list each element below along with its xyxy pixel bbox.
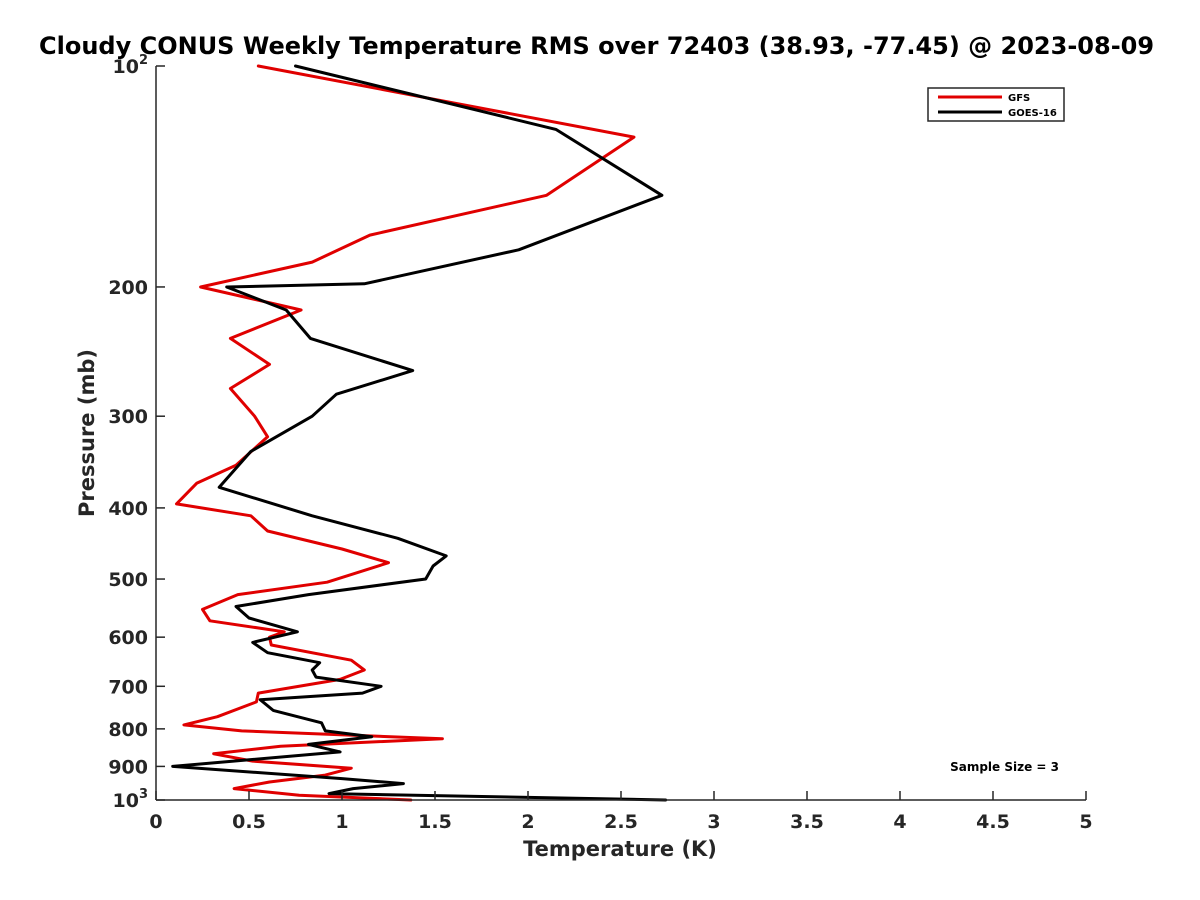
legend: GFS GOES-16	[927, 87, 1065, 122]
x-tick-label: 3	[707, 811, 720, 833]
x-tick-label: 4.5	[976, 811, 1010, 833]
x-tick-label: 0	[149, 811, 162, 833]
sample-size-annotation: Sample Size = 3	[950, 760, 1059, 774]
y-tick-label: 600	[108, 627, 148, 649]
x-axis-label: Temperature (K)	[523, 837, 717, 861]
y-tick-label: 300	[108, 406, 148, 428]
y-tick-label: 103	[113, 787, 149, 812]
x-tick-label: 0.5	[232, 811, 266, 833]
x-axis-ticks: 0 0.5 1 1.5 2 2.5 3 3.5 4 4.5 5	[149, 791, 1093, 833]
x-tick-label: 5	[1079, 811, 1092, 833]
y-tick-label: 700	[108, 676, 148, 698]
axes	[155, 66, 1086, 801]
series-line-gfs	[175, 64, 636, 802]
x-tick-label: 1.5	[418, 811, 452, 833]
y-tick-label: 400	[108, 498, 148, 520]
chart-title: Cloudy CONUS Weekly Temperature RMS over…	[39, 32, 1154, 60]
y-tick-label: 500	[108, 569, 148, 591]
y-axis-ticks: 102 200 300 400 500 600 700 800 900 103	[108, 53, 165, 812]
legend-box	[927, 87, 1065, 122]
plot-lines	[171, 64, 668, 802]
x-tick-label: 3.5	[790, 811, 824, 833]
legend-entry-label: GFS	[1008, 93, 1030, 104]
x-tick-label: 4	[893, 811, 906, 833]
y-tick-label: 900	[108, 756, 148, 778]
legend-entry-label: GOES-16	[1008, 108, 1057, 119]
y-axis-label: Pressure (mb)	[75, 349, 99, 517]
x-tick-label: 2.5	[604, 811, 638, 833]
y-tick-label: 200	[108, 277, 148, 299]
x-tick-label: 2	[521, 811, 534, 833]
series-line-goes-16	[171, 64, 668, 802]
y-tick-label: 102	[113, 53, 149, 78]
y-tick-label: 800	[108, 719, 148, 741]
x-tick-label: 1	[335, 811, 348, 833]
